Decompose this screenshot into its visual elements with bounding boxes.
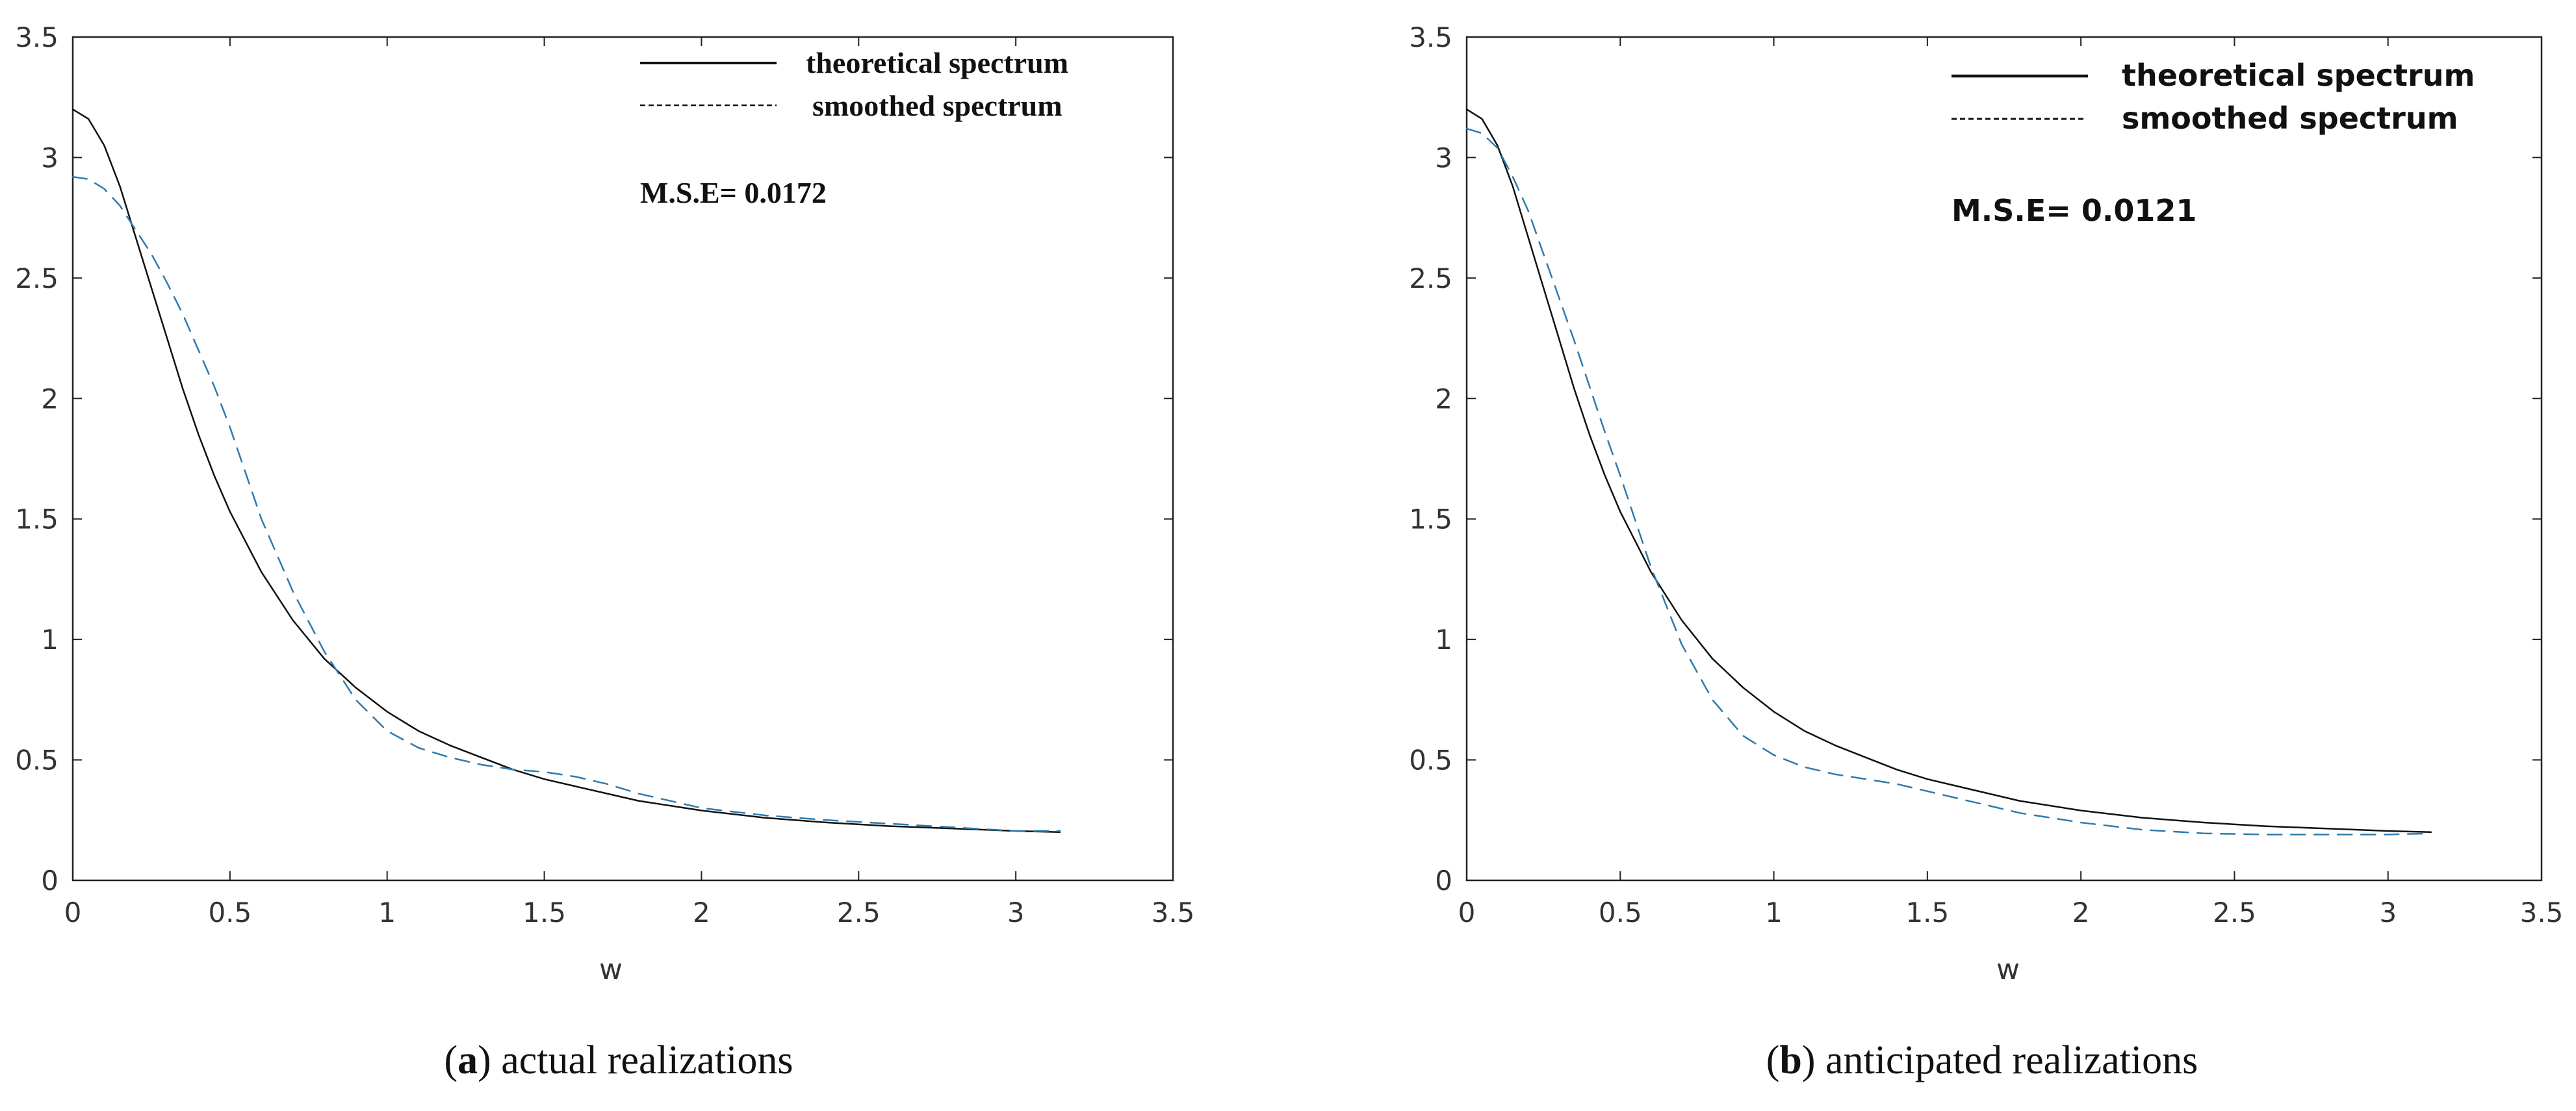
x-tick-label-b: 2.5 bbox=[2213, 897, 2256, 928]
series-line-theoretical-spectrum-b bbox=[1465, 109, 2432, 834]
caption-letter-a: a bbox=[457, 1038, 478, 1082]
x-axis-label-b: w bbox=[1996, 953, 2020, 986]
y-tick-label-a: 2.5 bbox=[15, 262, 58, 294]
y-tick-label-a: 2 bbox=[41, 383, 58, 415]
x-tick-label-b: 3.5 bbox=[2520, 897, 2564, 928]
caption-letter-b: b bbox=[1779, 1038, 1801, 1082]
x-tick-label-b: 1 bbox=[1765, 897, 1783, 928]
y-tick-label-a: 0 bbox=[41, 865, 58, 897]
series-layer-b bbox=[1465, 109, 2432, 836]
y-tick-label-b: 0 bbox=[1435, 865, 1452, 897]
x-tick-label-a: 0.5 bbox=[208, 897, 251, 928]
legend-label-smoothed-a: smoothed spectrum bbox=[812, 89, 1063, 122]
legend-b: theoretical spectrum smoothed spectrum bbox=[1951, 58, 2475, 136]
y-tick-label-a: 3 bbox=[41, 142, 58, 173]
x-axis-label-a: w bbox=[599, 953, 623, 986]
x-tick-label-b: 1.5 bbox=[1905, 897, 1949, 928]
caption-text-a: actual realizations bbox=[501, 1038, 793, 1082]
y-tick-label-b: 2 bbox=[1435, 383, 1452, 415]
x-tick-label-a: 3 bbox=[1007, 897, 1025, 928]
x-tick-label-a: 1 bbox=[378, 897, 396, 928]
y-tick-label-a: 1 bbox=[41, 624, 58, 656]
caption-b: (b) anticipated realizations bbox=[1766, 1038, 2198, 1082]
y-tick-label-b: 0.5 bbox=[1409, 745, 1452, 776]
legend-label-smoothed-b: smoothed spectrum bbox=[2122, 101, 2458, 136]
caption-text-b: anticipated realizations bbox=[1825, 1038, 2198, 1082]
x-tick-label-a: 3.5 bbox=[1152, 897, 1195, 928]
legend-a: theoretical spectrum smoothed spectrum bbox=[640, 46, 1068, 122]
ticks-a: 0 0.5 1 1.5 2 2.5 3 3.5 0 0.5 1 1.5 2 2.5 3 3.5 bbox=[15, 21, 1194, 928]
panel-a: 0 0.5 1 1.5 2 2.5 3 3.5 0 0.5 1 1.5 2 2.5 3 3.5 w theor… bbox=[15, 21, 1194, 986]
y-tick-label-b: 3 bbox=[1435, 142, 1452, 173]
x-tick-label-a: 1.5 bbox=[522, 897, 566, 928]
y-tick-label-a: 3.5 bbox=[15, 21, 58, 53]
x-tick-label-b: 0 bbox=[1458, 897, 1476, 928]
legend-label-theoretical-b: theoretical spectrum bbox=[2122, 58, 2475, 93]
series-layer-a bbox=[71, 109, 1061, 834]
ticks-b: 0 0.5 1 1.5 2 2.5 3 3.5 0 0.5 1 1.5 2 2.5 3 3.5 bbox=[1409, 21, 2563, 928]
mse-annotation-b: M.S.E= 0.0121 bbox=[1951, 193, 2196, 228]
series-line-smoothed-spectrum-b bbox=[1465, 127, 2432, 836]
caption-a: (a) actual realizations bbox=[444, 1038, 793, 1082]
panel-b: 0 0.5 1 1.5 2 2.5 3 3.5 0 0.5 1 1.5 2 2.5 3 3.5 w theor… bbox=[1409, 21, 2563, 986]
series-line-smoothed-spectrum-a bbox=[71, 175, 1061, 832]
y-tick-label-b: 1.5 bbox=[1409, 504, 1452, 535]
y-tick-label-a: 0.5 bbox=[15, 745, 58, 776]
x-tick-label-a: 2.5 bbox=[837, 897, 881, 928]
x-tick-label-b: 0.5 bbox=[1599, 897, 1642, 928]
x-tick-label-a: 0 bbox=[64, 897, 82, 928]
x-tick-label-b: 2 bbox=[2072, 897, 2090, 928]
x-tick-label-a: 2 bbox=[693, 897, 710, 928]
y-tick-label-b: 3.5 bbox=[1409, 21, 1452, 53]
series-line-theoretical-spectrum-a bbox=[71, 109, 1061, 834]
plot-frame-b bbox=[1465, 36, 2543, 882]
y-tick-label-b: 2.5 bbox=[1409, 262, 1452, 294]
mse-annotation-a: M.S.E= 0.0172 bbox=[640, 176, 827, 209]
legend-label-theoretical-a: theoretical spectrum bbox=[806, 46, 1068, 79]
y-tick-label-b: 1 bbox=[1435, 624, 1452, 656]
y-tick-label-a: 1.5 bbox=[15, 504, 58, 535]
plot-frame-a bbox=[71, 36, 1174, 882]
x-tick-label-b: 3 bbox=[2379, 897, 2397, 928]
